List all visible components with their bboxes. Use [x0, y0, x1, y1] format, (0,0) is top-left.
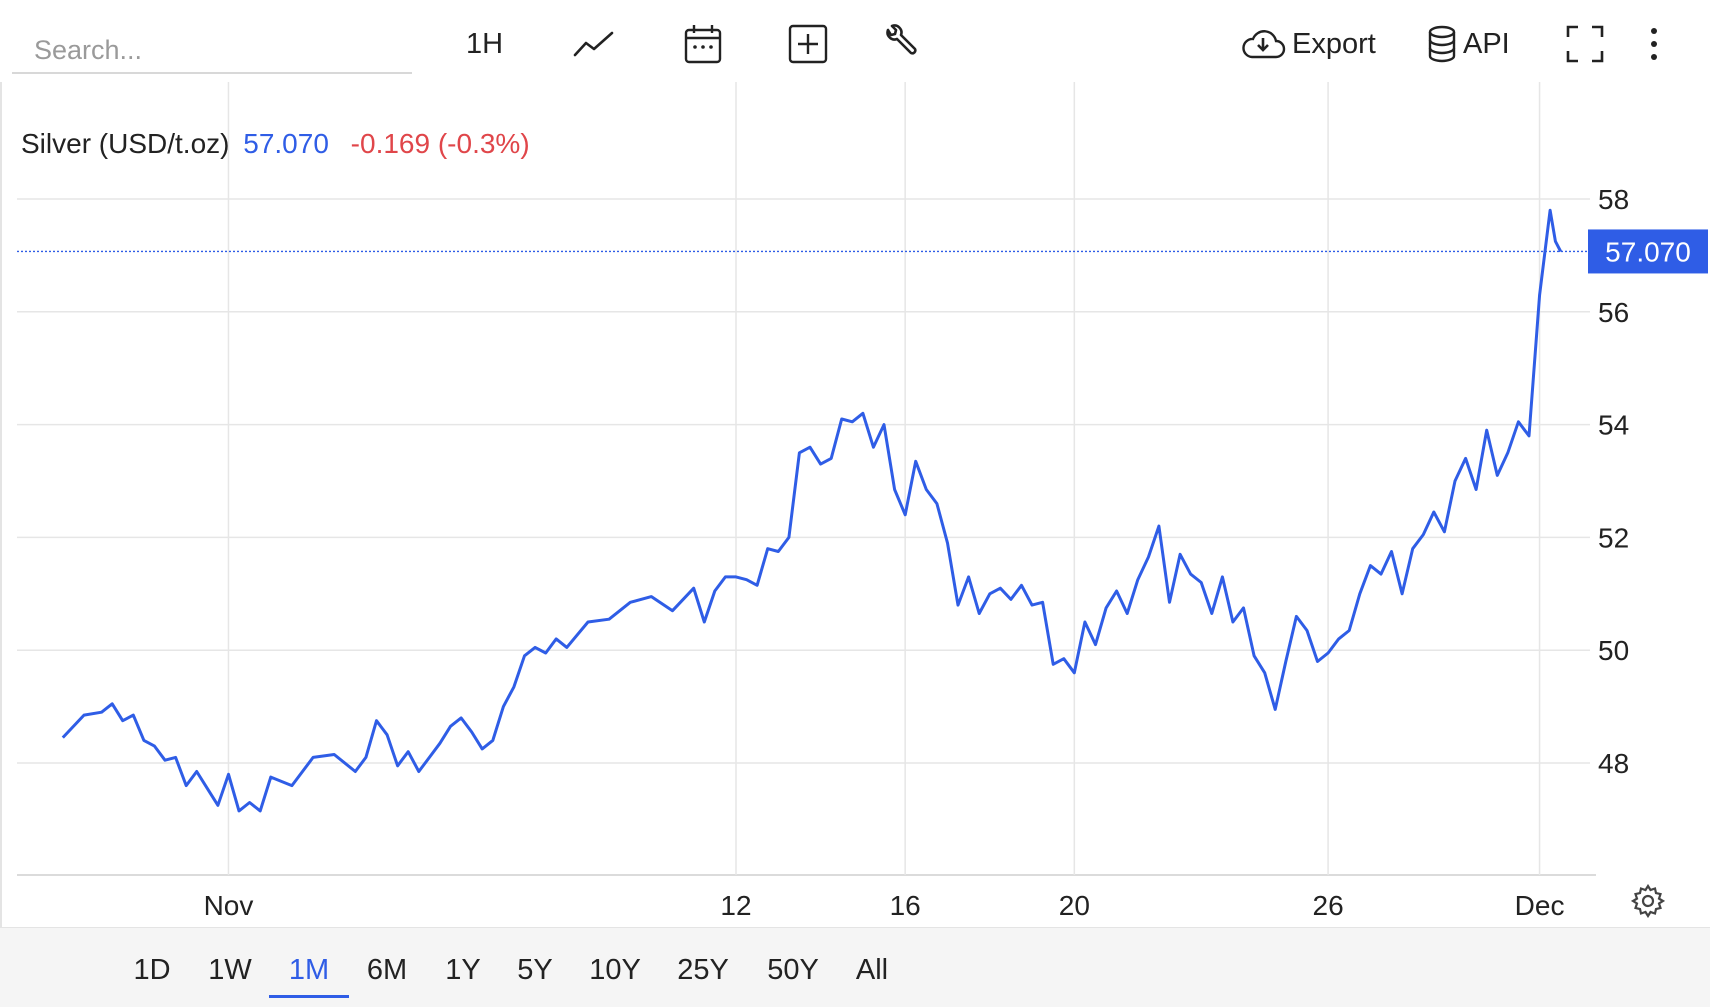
tools-button[interactable] — [880, 22, 920, 66]
toolbar: 1H — [0, 0, 1710, 86]
x-tick-label: Dec — [1515, 890, 1565, 921]
range-button-1w[interactable]: 1W — [208, 954, 252, 986]
line-chart-icon — [572, 27, 616, 61]
y-tick-label: 58 — [1598, 184, 1629, 215]
y-tick-label: 52 — [1598, 522, 1629, 553]
export-label: Export — [1292, 27, 1376, 60]
legend-value: 57.070 — [243, 128, 329, 159]
chart-grid — [17, 82, 1596, 876]
y-tick-label: 50 — [1598, 635, 1629, 666]
add-box-icon — [788, 24, 828, 64]
line-chart-button[interactable] — [572, 22, 616, 66]
range-button-all[interactable]: All — [855, 954, 889, 986]
x-tick-label: 20 — [1059, 890, 1090, 921]
search-input[interactable] — [12, 28, 412, 74]
gear-icon — [1630, 883, 1666, 922]
price-tag-box — [1588, 229, 1708, 274]
interval-label: 1H — [466, 27, 504, 60]
wrench-icon — [880, 24, 920, 64]
range-button-1d[interactable]: 1D — [133, 954, 171, 986]
range-button-6m[interactable]: 6M — [366, 954, 408, 986]
database-icon — [1427, 25, 1457, 63]
legend-change: -0.169 (-0.3%) — [350, 128, 530, 159]
fullscreen-button[interactable] — [1565, 22, 1605, 66]
y-tick-label: 54 — [1598, 410, 1629, 441]
y-tick-label: 48 — [1598, 748, 1629, 779]
x-axis: Nov 12 16 20 26 Dec — [204, 890, 1565, 921]
calendar-icon — [683, 23, 723, 65]
chart-frame — [0, 82, 1710, 927]
x-tick-label: 16 — [890, 890, 921, 921]
range-button-25y[interactable]: 25Y — [677, 954, 729, 986]
x-tick-label: 12 — [720, 890, 751, 921]
active-range-indicator — [269, 995, 349, 998]
calendar-button[interactable] — [683, 22, 723, 66]
last-price-tag: 57.070 — [1588, 229, 1708, 274]
cloud-download-icon — [1240, 27, 1286, 61]
fullscreen-icon — [1565, 24, 1605, 64]
interval-button[interactable]: 1H — [466, 22, 503, 66]
x-tick-label: Nov — [204, 890, 254, 921]
range-button-50y[interactable]: 50Y — [767, 954, 819, 986]
range-button-1y[interactable]: 1Y — [445, 954, 481, 986]
chart-legend: Silver (USD/t.oz) 57.070 -0.169 (-0.3%) — [21, 128, 530, 160]
legend-name: Silver (USD/t.oz) — [21, 128, 230, 159]
y-axis: 48 50 52 54 56 58 — [1598, 184, 1629, 779]
export-button[interactable]: Export — [1240, 22, 1376, 66]
y-tick-label: 56 — [1598, 297, 1629, 328]
range-button-10y[interactable]: 10Y — [589, 954, 641, 986]
series-line — [61, 208, 1563, 813]
range-button-5y[interactable]: 5Y — [517, 954, 553, 986]
x-tick-label: 26 — [1313, 890, 1344, 921]
range-selector: 1D 1W 1M 6M 1Y 5Y 10Y 25Y 50Y All — [0, 927, 1710, 1007]
chart-settings-button[interactable] — [1630, 883, 1666, 923]
more-button[interactable] — [1648, 22, 1660, 66]
kebab-menu-icon — [1648, 26, 1660, 62]
range-button-1m[interactable]: 1M — [288, 954, 330, 986]
add-indicator-button[interactable] — [788, 22, 828, 66]
api-label: API — [1463, 27, 1510, 60]
api-button[interactable]: API — [1427, 22, 1510, 66]
price-tag-label: 57.070 — [1605, 236, 1691, 267]
